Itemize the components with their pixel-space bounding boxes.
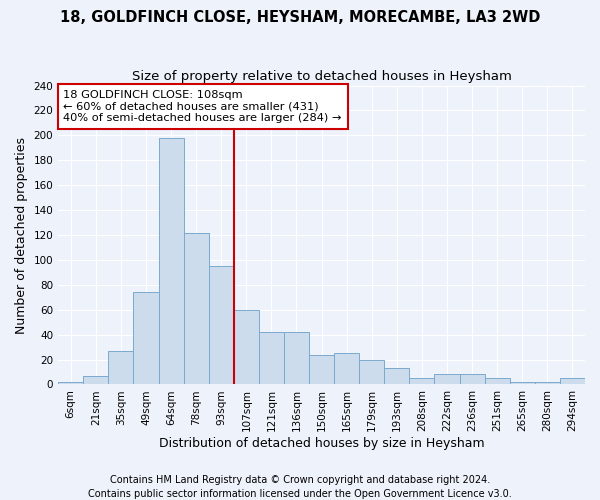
X-axis label: Distribution of detached houses by size in Heysham: Distribution of detached houses by size …: [159, 437, 484, 450]
Bar: [535, 382, 560, 384]
Bar: [158, 138, 184, 384]
Bar: [460, 374, 485, 384]
Y-axis label: Number of detached properties: Number of detached properties: [15, 136, 28, 334]
Text: 18 GOLDFINCH CLOSE: 108sqm
← 60% of detached houses are smaller (431)
40% of sem: 18 GOLDFINCH CLOSE: 108sqm ← 60% of deta…: [64, 90, 342, 123]
Bar: [485, 378, 510, 384]
Bar: [409, 378, 434, 384]
Bar: [434, 374, 460, 384]
Bar: [259, 332, 284, 384]
Bar: [184, 232, 209, 384]
Bar: [109, 351, 133, 384]
Bar: [510, 382, 535, 384]
Bar: [359, 360, 385, 384]
Title: Size of property relative to detached houses in Heysham: Size of property relative to detached ho…: [131, 70, 512, 83]
Bar: [133, 292, 158, 384]
Bar: [560, 378, 585, 384]
Text: 18, GOLDFINCH CLOSE, HEYSHAM, MORECAMBE, LA3 2WD: 18, GOLDFINCH CLOSE, HEYSHAM, MORECAMBE,…: [60, 10, 540, 25]
Text: Contains HM Land Registry data © Crown copyright and database right 2024.
Contai: Contains HM Land Registry data © Crown c…: [88, 475, 512, 499]
Bar: [309, 354, 334, 384]
Bar: [385, 368, 409, 384]
Bar: [83, 376, 109, 384]
Bar: [284, 332, 309, 384]
Bar: [58, 382, 83, 384]
Bar: [334, 354, 359, 384]
Bar: [234, 310, 259, 384]
Bar: [209, 266, 234, 384]
